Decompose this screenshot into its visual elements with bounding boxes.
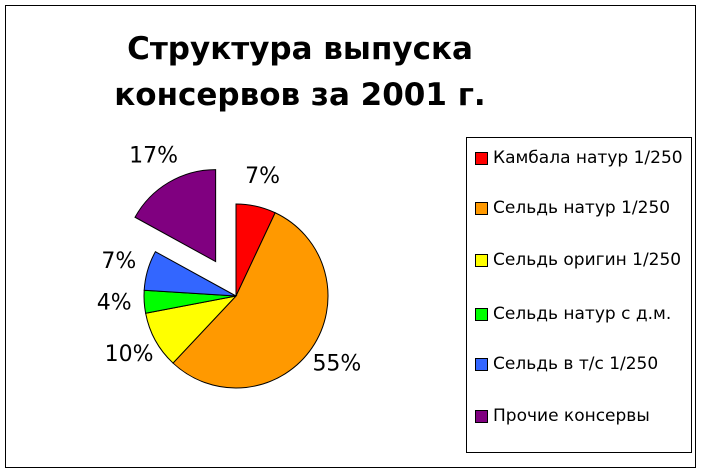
legend-label: Прочие консервы [493,406,650,426]
legend-swatch [475,358,488,371]
legend-item: Сельдь натур 1/250 [473,196,687,221]
data-label: 10% [105,342,154,367]
legend-label: Сельдь оригин 1/250 [493,250,682,270]
legend-swatch [475,254,488,267]
legend-swatch [475,202,488,215]
chart-border [5,5,696,468]
pie-slice [134,169,217,263]
data-label: 17% [129,144,178,169]
data-label: 55% [312,352,361,377]
legend-item: Сельдь оригин 1/250 [473,248,687,273]
data-label: 7% [101,249,136,274]
chart-title: Структура выпуска консервов за 2001 г. [114,31,486,113]
data-label: 4% [97,291,132,316]
legend-item: Сельдь натур с д.м. [473,302,687,327]
legend: Камбала натур 1/250 Сельдь натур 1/250 Сел… [466,137,692,453]
legend-swatch [475,152,488,165]
legend-label: Сельдь натур с д.м. [493,304,672,324]
pie-slice [143,250,237,297]
pie-slice [172,212,329,389]
legend-item: Камбала натур 1/250 [473,146,687,171]
data-label: 7% [245,164,280,189]
legend-label: Сельдь натур 1/250 [493,198,671,218]
legend-label: Камбала натур 1/250 [493,148,683,168]
legend-item: Сельдь в т/с 1/250 [473,352,687,377]
legend-label: Сельдь в т/с 1/250 [493,354,659,374]
legend-item: Прочие консервы [473,404,687,429]
legend-swatch [475,308,488,321]
legend-swatch [475,410,488,423]
